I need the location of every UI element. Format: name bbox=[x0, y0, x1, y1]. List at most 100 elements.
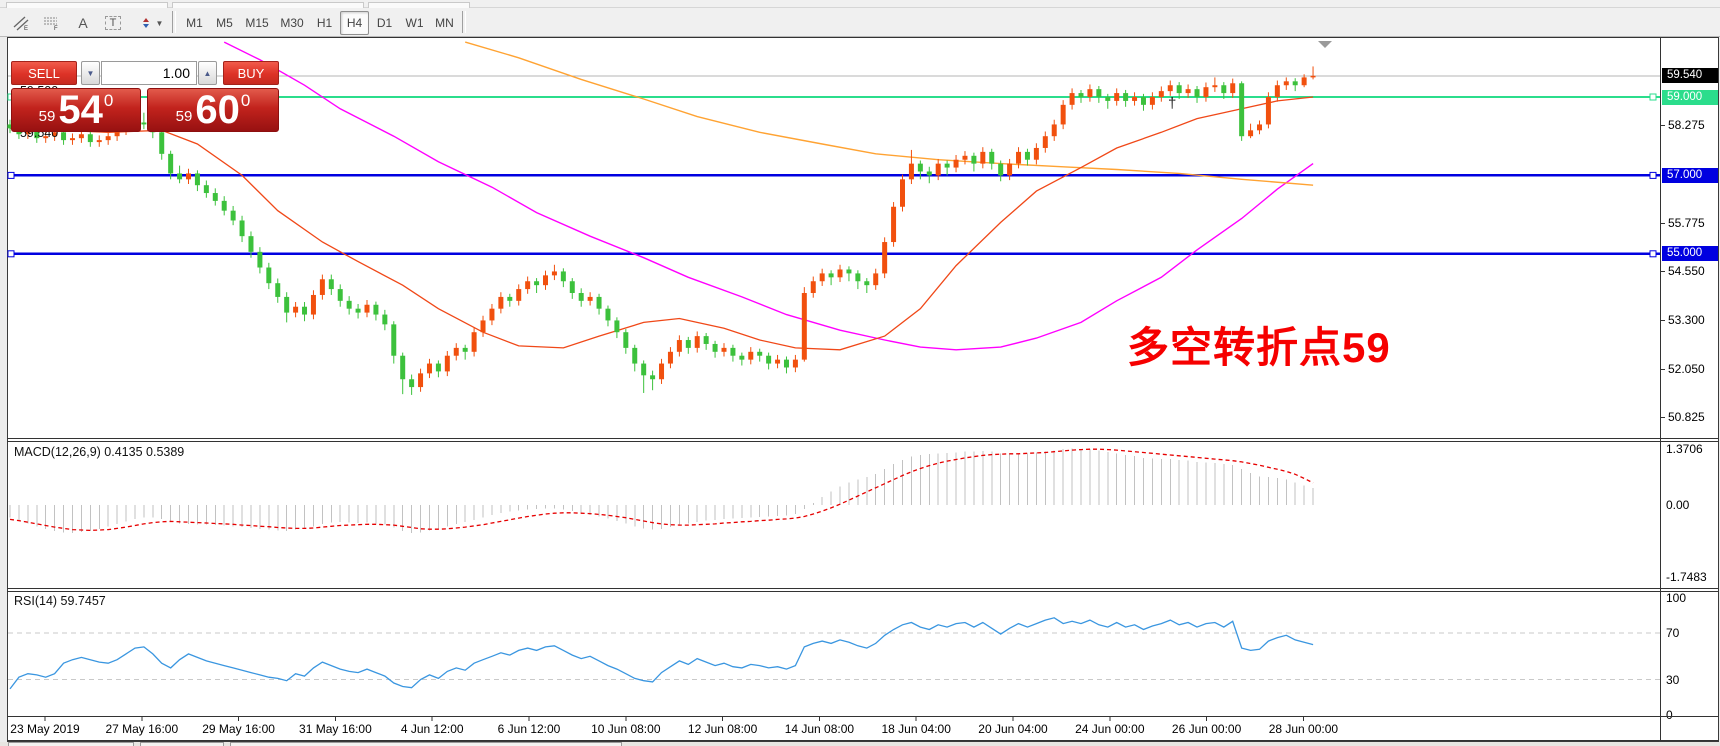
candle-body bbox=[355, 308, 361, 313]
candle-body bbox=[1194, 89, 1200, 97]
arrows-icon[interactable]: ▼ bbox=[132, 11, 170, 35]
sell-button[interactable]: SELL bbox=[11, 61, 77, 85]
fibonacci-icon[interactable]: F bbox=[36, 11, 65, 35]
macd-axis-label: 1.3706 bbox=[1666, 441, 1703, 456]
candle-body bbox=[632, 347, 638, 364]
candle-body bbox=[114, 130, 120, 137]
rsi-pane bbox=[8, 617, 1660, 690]
candle-body bbox=[25, 130, 31, 135]
scroll-to-end-icon[interactable] bbox=[1318, 41, 1332, 48]
equidistant-channel-icon[interactable]: E bbox=[6, 11, 35, 35]
bottom-tab-stub[interactable] bbox=[230, 742, 622, 746]
macd-axis-label: -1.7483 bbox=[1666, 569, 1707, 584]
candle-body bbox=[1230, 83, 1236, 94]
candle-body bbox=[168, 153, 174, 174]
rsi-pane-label: RSI(14) 59.7457 bbox=[14, 594, 106, 608]
candle-body bbox=[1033, 147, 1039, 160]
line-handle[interactable] bbox=[1649, 250, 1657, 258]
time-axis-label: 6 Jun 12:00 bbox=[497, 722, 561, 736]
line-handle[interactable] bbox=[1649, 171, 1657, 179]
candle-body bbox=[605, 308, 611, 321]
timeframe-button-m5[interactable]: M5 bbox=[216, 16, 233, 30]
volume-input[interactable] bbox=[101, 61, 197, 85]
time-axis-label: 24 Jun 00:00 bbox=[1075, 722, 1145, 736]
candle-body bbox=[864, 281, 870, 286]
volume-decrease-button[interactable]: ▼ bbox=[81, 61, 100, 85]
ma-slowest-line bbox=[223, 41, 1314, 351]
candle-body bbox=[319, 279, 325, 295]
fibonacci-glyph: F bbox=[43, 17, 58, 31]
candle-body bbox=[141, 122, 147, 125]
candle-body bbox=[1114, 93, 1120, 101]
candle-body bbox=[1132, 97, 1138, 101]
candle-body bbox=[944, 163, 950, 168]
timeframe-button-m30[interactable]: M30 bbox=[280, 16, 304, 30]
candle-body bbox=[310, 294, 316, 315]
candle-body bbox=[766, 355, 772, 364]
candle-body bbox=[623, 332, 629, 348]
timeframe-button-h1[interactable]: H1 bbox=[316, 16, 333, 30]
buy-price-display[interactable]: 59 60 0 bbox=[147, 88, 279, 132]
timeframe-button-m1[interactable]: M1 bbox=[186, 16, 203, 30]
candle-body bbox=[757, 351, 763, 356]
top-strip-segment bbox=[6, 2, 168, 8]
timeframe-button-m15[interactable]: M15 bbox=[245, 16, 269, 30]
bottom-tab-stub[interactable] bbox=[140, 742, 224, 746]
equidistant-channel-glyph: E bbox=[13, 16, 28, 31]
candle-body bbox=[1185, 89, 1191, 94]
candle-body bbox=[426, 363, 432, 374]
timeframe-button-d1[interactable]: D1 bbox=[376, 16, 393, 30]
volume-increase-button[interactable]: ▲ bbox=[198, 61, 217, 85]
top-strip-segment bbox=[172, 2, 364, 8]
candle-body bbox=[364, 304, 370, 313]
price-axis-badge: 57.000 bbox=[1662, 167, 1718, 183]
buy-button[interactable]: BUY bbox=[223, 61, 279, 85]
buy-price-sup: 0 bbox=[240, 91, 251, 110]
timeframe-button-mn[interactable]: MN bbox=[435, 16, 454, 30]
candle-body bbox=[980, 151, 986, 164]
bottom-tab-stub[interactable] bbox=[8, 742, 134, 746]
candle-body bbox=[1221, 85, 1227, 94]
candle-body bbox=[891, 206, 897, 243]
candle-body bbox=[1301, 77, 1307, 86]
candle-body bbox=[596, 296, 602, 309]
macd-pane bbox=[9, 448, 1314, 533]
text-icon[interactable]: A bbox=[70, 11, 96, 35]
sell-price-display[interactable]: 59 54 0 bbox=[11, 88, 141, 132]
window-bottom-strip bbox=[0, 742, 1720, 746]
timeframe-button-h4[interactable]: H4 bbox=[340, 11, 369, 35]
line-handle[interactable] bbox=[1649, 93, 1657, 101]
candle-body bbox=[1140, 97, 1146, 105]
candle-body bbox=[1069, 93, 1075, 105]
candle-body bbox=[302, 306, 308, 315]
svg-text:F: F bbox=[54, 26, 58, 31]
price-axis-label: 58.275 bbox=[1668, 118, 1705, 133]
candle-body bbox=[186, 173, 191, 180]
candle-body bbox=[1024, 151, 1030, 160]
candle-body bbox=[1158, 91, 1164, 97]
candle-body bbox=[177, 173, 183, 180]
one-click-trading-panel: SELL ▼ ▲ BUY 59 54 0 59 60 0 bbox=[11, 61, 281, 132]
candle-body bbox=[275, 283, 281, 297]
time-axis-label: 28 Jun 00:00 bbox=[1268, 722, 1339, 736]
arrows-glyph bbox=[142, 18, 149, 28]
candle-body bbox=[373, 304, 379, 315]
buy-price-big: 60 bbox=[195, 88, 240, 132]
time-axis-label: 29 May 16:00 bbox=[202, 722, 275, 736]
candle-body bbox=[489, 308, 495, 321]
candle-body bbox=[721, 347, 727, 352]
candle-body bbox=[1016, 151, 1022, 164]
candle-body bbox=[284, 296, 290, 313]
buy-price-small: 59 bbox=[175, 107, 193, 125]
candle-body bbox=[1292, 81, 1298, 86]
timeframe-button-w1[interactable]: W1 bbox=[405, 16, 424, 30]
line-handle[interactable] bbox=[7, 250, 15, 258]
line-handle[interactable] bbox=[7, 171, 15, 179]
candle-body bbox=[971, 155, 977, 164]
candle-body bbox=[962, 155, 968, 160]
text-label-icon[interactable]: T bbox=[98, 11, 128, 35]
dagger-annotation: † bbox=[1168, 95, 1176, 112]
toolbar-separator bbox=[462, 11, 466, 33]
rsi-axis-label: 70 bbox=[1666, 625, 1680, 640]
